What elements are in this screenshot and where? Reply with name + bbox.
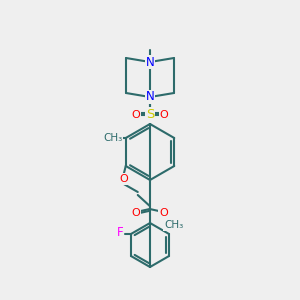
Text: O: O — [159, 208, 168, 218]
Text: O: O — [132, 110, 140, 120]
Text: O: O — [160, 110, 168, 120]
Text: O: O — [131, 208, 140, 218]
Text: CH₃: CH₃ — [103, 133, 122, 143]
Text: O: O — [119, 174, 128, 184]
Text: CH₃: CH₃ — [164, 220, 183, 230]
Text: N: N — [146, 56, 154, 68]
Text: S: S — [146, 109, 154, 122]
Text: N: N — [146, 91, 154, 103]
Text: F: F — [117, 226, 123, 239]
